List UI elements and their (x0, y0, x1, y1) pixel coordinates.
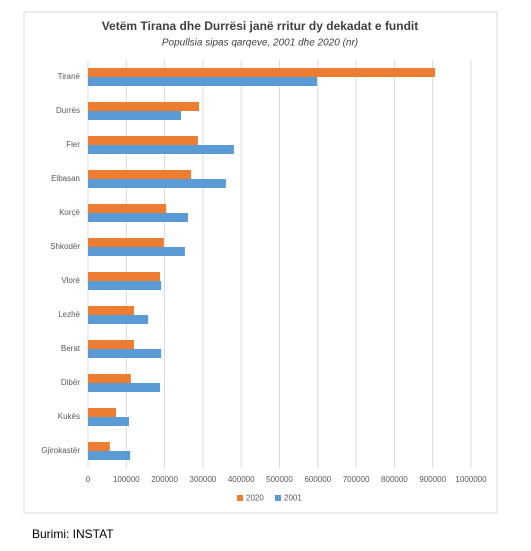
bar (88, 145, 234, 154)
bar (88, 247, 185, 256)
bar (88, 77, 318, 86)
y-tick-label: Gjirokastër (41, 446, 80, 455)
x-tick-label: 500000 (266, 475, 293, 484)
x-tick-label: 200000 (151, 475, 178, 484)
y-tick-label: Lezhë (58, 310, 80, 319)
x-tick-label: 700000 (343, 475, 370, 484)
bar (88, 238, 164, 247)
bar (88, 315, 149, 324)
legend-label: 2001 (284, 494, 302, 503)
bar (88, 111, 182, 120)
bar (88, 374, 131, 383)
bar (88, 102, 200, 111)
x-tick-label: 800000 (381, 475, 408, 484)
y-tick-label: Korçë (59, 208, 80, 217)
legend-swatch (275, 495, 281, 501)
x-tick-label: 900000 (419, 475, 446, 484)
bar (88, 442, 110, 451)
bar (88, 451, 131, 460)
y-tick-label: Vlorë (61, 276, 80, 285)
x-tick-label: 100000 (113, 475, 140, 484)
source: Burimi: INSTAT (32, 527, 114, 541)
bar (88, 281, 162, 290)
bar (88, 349, 162, 358)
bar (88, 170, 192, 179)
x-tick-label: 600000 (304, 475, 331, 484)
bar (88, 340, 134, 349)
x-tick-label: 0 (86, 475, 91, 484)
chart-title: Vetëm Tirana dhe Durrësi janë rritur dy … (102, 19, 419, 33)
chart-frame (23, 11, 498, 514)
legend-swatch (237, 495, 243, 501)
x-tick-label: 400000 (228, 475, 255, 484)
y-tick-label: Dibër (61, 378, 80, 387)
x-tick-label: 300000 (190, 475, 217, 484)
bar (88, 306, 134, 315)
bar (88, 68, 435, 77)
y-tick-label: Fier (66, 140, 80, 149)
y-tick-label: Berat (61, 344, 81, 353)
y-tick-label: Kukës (58, 412, 80, 421)
y-tick-label: Shkodër (50, 242, 80, 251)
legend-label: 2020 (246, 494, 264, 503)
bar (88, 213, 188, 222)
bar (88, 136, 198, 145)
bar (88, 408, 116, 417)
y-tick-label: Tiranë (58, 72, 81, 81)
bar (88, 417, 129, 426)
bar (88, 383, 161, 392)
y-tick-label: Durrës (56, 106, 80, 115)
bar (88, 272, 161, 281)
y-tick-label: Elbasan (51, 174, 80, 183)
chart-subtitle: Popullsia sipas qarqeve, 2001 dhe 2020 (… (162, 38, 358, 49)
bar (88, 204, 167, 213)
bar (88, 179, 226, 188)
x-tick-label: 1000000 (455, 475, 487, 484)
